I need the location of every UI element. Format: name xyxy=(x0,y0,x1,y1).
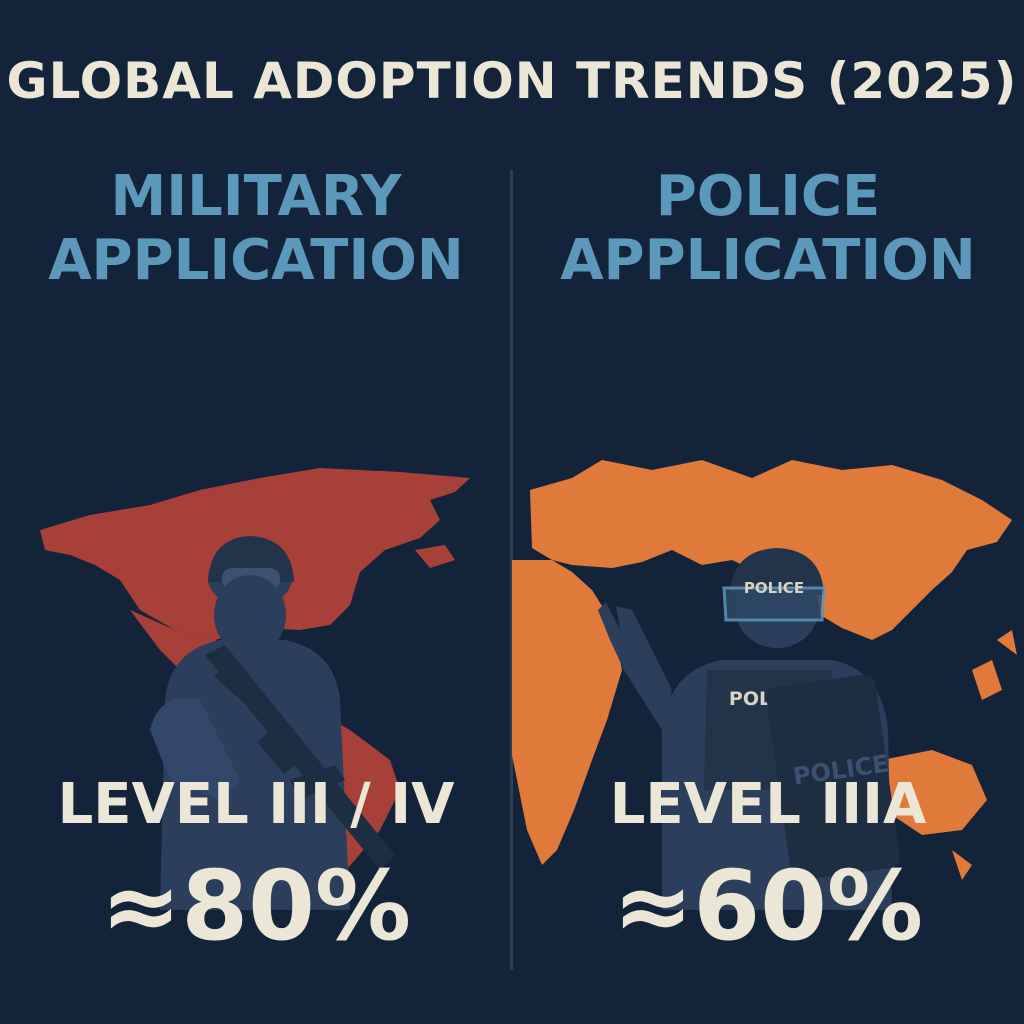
police-heading-line1: POLICE xyxy=(655,164,881,229)
military-percent: ≈80% xyxy=(100,850,412,962)
police-figure: POLICE POLICE POLICE xyxy=(598,548,900,910)
military-panel: MILITARY APPLICATION LEVEL III / IV ≈80% xyxy=(0,160,512,1000)
eurasia-africa-map xyxy=(512,460,1017,880)
soldier-figure xyxy=(150,536,395,910)
police-percent: ≈60% xyxy=(612,850,924,962)
military-heading-line2: APPLICATION xyxy=(48,228,464,293)
military-illustration xyxy=(40,468,470,910)
police-illustration: POLICE POLICE POLICE xyxy=(512,460,1017,910)
police-level: LEVEL IIIA xyxy=(609,772,927,837)
military-heading-line1: MILITARY xyxy=(110,164,402,229)
page-title: GLOBAL ADOPTION TRENDS (2025) xyxy=(6,52,1018,110)
helmet-police-label: POLICE xyxy=(744,579,804,597)
police-heading-line2: APPLICATION xyxy=(560,228,976,293)
military-level: LEVEL III / IV xyxy=(57,772,455,837)
police-panel: POLICE APPLICATION POLICE POLICE POLICE … xyxy=(512,160,1024,1000)
